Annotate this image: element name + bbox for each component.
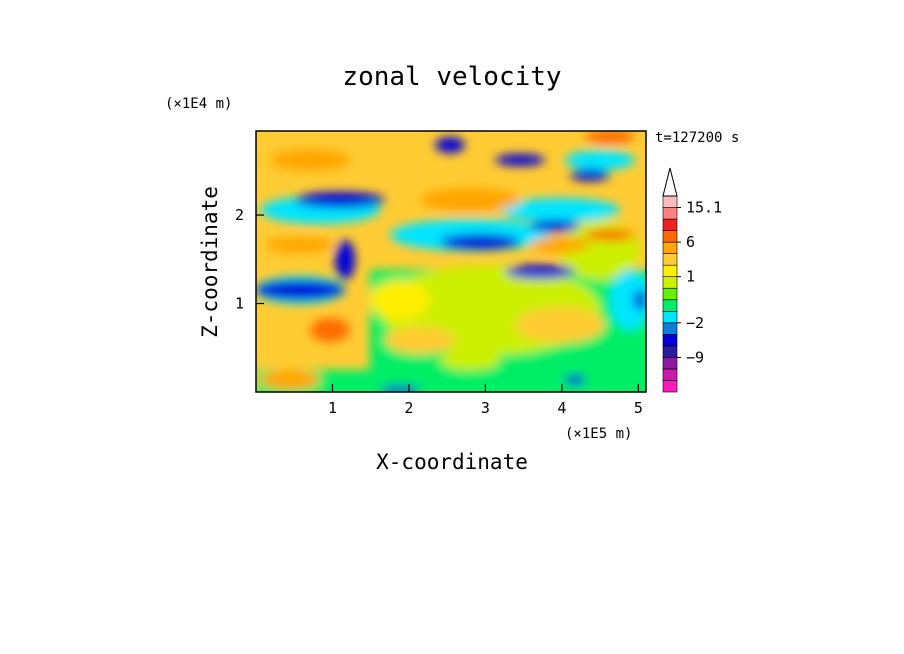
colorbar-swatch (662, 368, 678, 381)
colorbar-swatch (662, 322, 678, 335)
colorbar-label: −2 (686, 314, 704, 332)
y-scale-label: (×1E4 m) (165, 96, 232, 112)
field-region (256, 280, 345, 300)
colorbar-swatch (662, 310, 678, 324)
field-region (495, 154, 545, 166)
colorbar-swatch (662, 207, 678, 220)
field-region (565, 150, 635, 170)
field-region (256, 370, 646, 392)
field-region (500, 198, 620, 222)
x-tick-label: 2 (404, 399, 413, 417)
field-region (435, 137, 465, 153)
field-region (310, 318, 350, 342)
y-axis-title: Z-coordinate (198, 186, 222, 338)
colorbar-label: 1 (686, 268, 695, 286)
colorbar-label: −9 (686, 348, 704, 366)
colorbar-swatch (662, 264, 678, 278)
colorbar-swatch (662, 380, 678, 393)
x-axis-title: X-coordinate (376, 450, 528, 474)
field-region (634, 290, 646, 310)
colorbar-swatch (662, 334, 678, 347)
field-region (530, 237, 590, 253)
colorbar-swatch (662, 299, 678, 312)
field-region (530, 220, 580, 232)
field-region (440, 350, 500, 370)
x-axis: 1 2 3 4 5 (328, 384, 643, 417)
x-scale-label: (×1E5 m) (565, 426, 632, 442)
field-region (610, 270, 646, 330)
field-region (505, 265, 575, 279)
colorbar-swatch (662, 253, 678, 266)
x-tick-label: 1 (328, 399, 337, 417)
x-tick-label: 5 (634, 399, 643, 417)
colorbar-swatch (662, 230, 678, 243)
field-region (385, 326, 455, 354)
field-region (570, 169, 610, 181)
plot-frame (255, 130, 647, 393)
field-region (515, 307, 605, 343)
y-tick-label: 2 (235, 206, 244, 224)
time-label: t=127200 s (655, 130, 739, 146)
y-tick-label: 1 (235, 295, 244, 313)
colorbar-swatch (662, 357, 678, 370)
velocity-field (256, 131, 646, 392)
colorbar-label: 6 (686, 233, 695, 251)
colorbar: 15.1 6 1 −2 −9 (662, 167, 722, 393)
colorbar-swatch (662, 195, 678, 208)
field-region (420, 188, 520, 212)
field-region (380, 386, 420, 392)
field-region (565, 375, 585, 385)
field-region (260, 370, 320, 390)
colorbar-swatch (662, 345, 678, 358)
x-tick-label: 3 (481, 399, 490, 417)
y-axis: 12 (235, 206, 264, 313)
field-region (335, 240, 355, 280)
field-region (585, 229, 635, 241)
x-tick-label: 4 (557, 399, 566, 417)
field-region (585, 131, 635, 144)
colorbar-swatch (662, 287, 678, 301)
colorbar-swatch (662, 218, 678, 231)
field-region (295, 192, 385, 208)
colorbar-swatch (662, 276, 678, 289)
field-region (440, 234, 520, 250)
field-region (370, 280, 430, 320)
field-region (265, 237, 335, 253)
colorbar-label: 15.1 (686, 199, 722, 217)
colorbar-extend-arrow (662, 167, 678, 197)
colorbar-swatch (662, 241, 678, 254)
field-region (270, 149, 350, 171)
chart-title: zonal velocity (342, 62, 561, 92)
